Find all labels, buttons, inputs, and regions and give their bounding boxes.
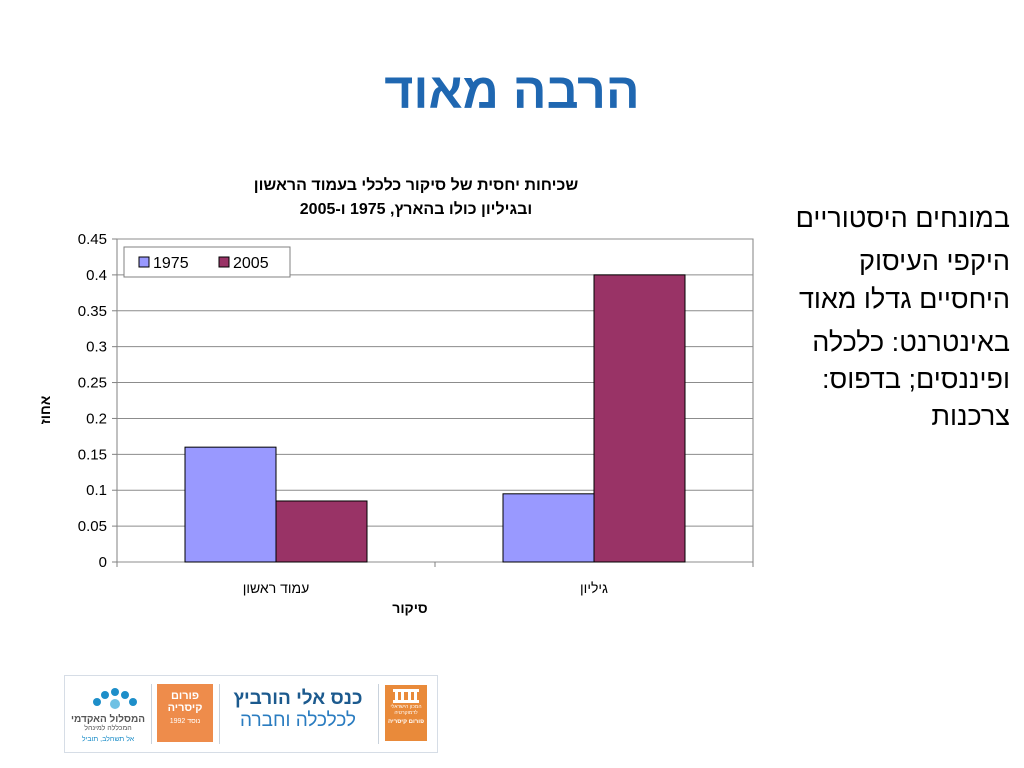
forum-logo-line: קיסריה xyxy=(167,702,203,714)
x-category-labels: עמוד ראשון גיליון xyxy=(243,580,608,596)
y-axis-label: אחוז xyxy=(37,395,53,424)
bullet-item: היקפי העיסוק היחסיים גדלו מאוד xyxy=(770,243,1010,318)
academic-logo-line: המסלול האקדמי xyxy=(71,714,145,725)
legend-label: 1975 xyxy=(153,255,189,272)
bar-1975 xyxy=(502,493,595,563)
building-icon xyxy=(393,689,419,703)
x-axis-label: סיקור xyxy=(392,600,427,616)
bullet-list: במונחים היסטוריים היקפי העיסוק היחסיים ג… xyxy=(770,200,1024,442)
institute-logo-line: המכון הישראלי xyxy=(390,704,422,710)
conference-logo-line: כנס אלי הורביץ xyxy=(233,688,363,709)
legend-box xyxy=(123,246,291,278)
y-tick-label: 0.3 xyxy=(86,339,107,356)
divider xyxy=(151,684,152,744)
institute-logo-line: לדמוקרטיה xyxy=(394,710,418,716)
y-tick-label: 0.25 xyxy=(78,375,107,392)
academic-logo: המסלול האקדמי המכללה למינהל אל תשחלב, תו… xyxy=(69,714,147,743)
y-tick-label: 0.4 xyxy=(86,267,107,284)
chart-title-line: שכיחות יחסית של סיקור כלכלי בעמוד הראשון xyxy=(254,176,579,194)
slide-title: הרבה מאוד xyxy=(384,63,640,119)
divider xyxy=(219,684,220,744)
x-category-label: עמוד ראשון xyxy=(243,580,310,596)
conference-logo-line: לכלכלה וחברה xyxy=(240,710,356,731)
bar-2005 xyxy=(593,274,686,563)
legend-label: 2005 xyxy=(233,255,269,272)
bullet-item: במונחים היסטוריים xyxy=(770,200,1010,237)
academic-logo-icon xyxy=(93,688,137,709)
academic-logo-line: המכללה למינהל xyxy=(84,725,132,732)
y-tick-labels: 0 0.05 0.1 0.15 0.2 0.25 0.3 0.35 0.4 0.45 xyxy=(78,231,107,571)
y-tick-label: 0.35 xyxy=(78,303,107,320)
y-tick-label: 0.15 xyxy=(78,446,107,463)
y-tick-label: 0 xyxy=(99,554,107,571)
institute-logo-line: פורום קיסריה xyxy=(388,719,424,725)
forum-logo-line: פורום xyxy=(170,690,200,702)
forum-logo-line: נוסד 1992 xyxy=(169,718,201,725)
chart-title-line: ובגיליון כולו בהארץ, 1975 ו-2005 xyxy=(300,200,532,218)
legend-swatch xyxy=(218,256,230,268)
y-tick-label: 0.1 xyxy=(86,482,107,499)
footer-logos: המסלול האקדמי המכללה למינהל אל תשחלב, תו… xyxy=(64,675,438,753)
institute-logo: המכון הישראלי לדמוקרטיה פורום קיסריה xyxy=(385,685,427,741)
x-category-label: גיליון xyxy=(580,580,608,596)
bullet-item: באינטרנט: כלכלה ופיננסים; בדפוס: צרכנות xyxy=(770,324,1010,436)
y-tick-label: 0.05 xyxy=(78,518,107,535)
bar-1975 xyxy=(184,446,277,563)
bars xyxy=(184,274,686,563)
legend: 1975 2005 xyxy=(123,246,291,278)
y-tick-label: 0.45 xyxy=(78,231,107,248)
forum-logo: פורום קיסריה נוסד 1992 xyxy=(157,684,213,742)
chart-title: שכיחות יחסית של סיקור כלכלי בעמוד הראשון… xyxy=(254,176,579,218)
divider xyxy=(378,684,379,744)
conference-logo: כנס אלי הורביץ לכלכלה וחברה xyxy=(223,688,373,732)
academic-logo-line: אל תשחלב, תוביל xyxy=(81,736,135,743)
legend-swatch xyxy=(138,256,150,268)
bar-2005 xyxy=(275,500,368,563)
y-tick-label: 0.2 xyxy=(86,410,107,427)
